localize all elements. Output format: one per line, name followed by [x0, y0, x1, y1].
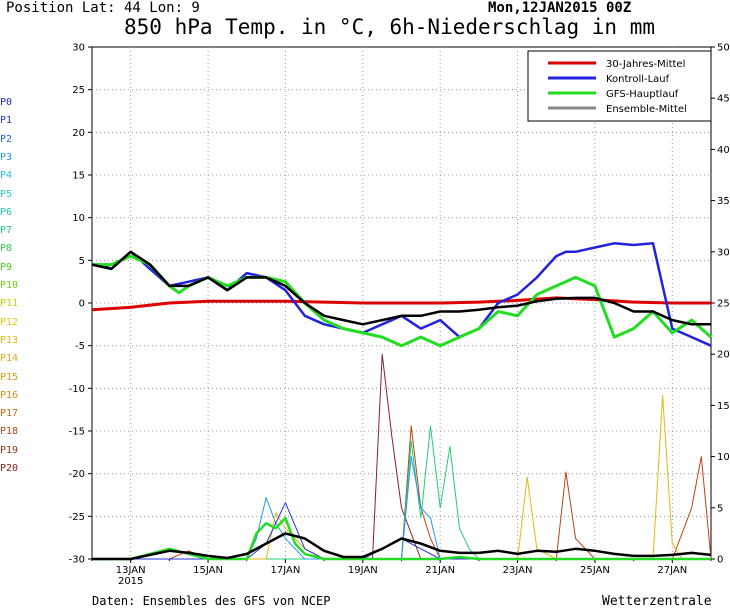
chart-title: 850 hPa Temp. in °C, 6h-Niederschlag in … [124, 15, 656, 39]
run-date: Mon,12JAN2015 00Z [488, 0, 632, 16]
y-left-tick-label: -5 [75, 341, 85, 352]
x-tick-label: 15JAN [193, 565, 223, 576]
y-right-tick-label: 40 [717, 145, 730, 156]
member-label: P0 [0, 97, 13, 108]
y-left-tick-label: -25 [69, 512, 85, 523]
series-control [92, 242, 712, 347]
member-label: P8 [0, 243, 13, 255]
member-label: P6 [0, 206, 13, 218]
member-label: P4 [0, 170, 13, 182]
y-right-tick-label: 10 [717, 452, 730, 463]
x-tick-label: 27JAN [657, 565, 687, 576]
series-mean [91, 250, 711, 326]
member-label: P14 [0, 353, 19, 365]
x-tick-label: 17JAN [271, 565, 301, 576]
x-tick-label: 21JAN [425, 565, 455, 576]
y-left-tick-label: 5 [79, 256, 85, 267]
member-label: P15 [0, 371, 19, 383]
series-main [92, 254, 712, 348]
legend-label: Kontroll-Lauf [606, 74, 670, 85]
y-left-tick-label: -15 [69, 427, 85, 438]
legend-label: Ensemble-Mittel [606, 104, 687, 115]
member-label: P17 [0, 408, 19, 420]
member-label: P11 [0, 298, 19, 310]
member-label: P7 [0, 225, 13, 237]
member-label: P20 [0, 463, 19, 474]
y-left-tick-label: 30 [72, 43, 85, 54]
y-right-tick-label: 20 [717, 350, 730, 361]
y-right-tick-label: 25 [717, 299, 730, 310]
y-right-tick-label: 50 [717, 43, 730, 54]
y-left-tick-label: 10 [72, 213, 85, 224]
y-left-tick-label: -30 [69, 555, 85, 566]
y-right-tick-label: 30 [717, 247, 730, 258]
member-label: P19 [0, 444, 19, 456]
y-right-tick-label: 0 [717, 555, 723, 566]
x-tick-label: 25JAN [580, 565, 610, 576]
member-label: P13 [0, 334, 19, 346]
y-left-tick-label: 20 [72, 128, 85, 139]
x-tick-label: 13JAN [116, 565, 146, 576]
member-label: P1 [0, 115, 13, 127]
x-tick-label: 19JAN [348, 565, 378, 576]
y-left-tick-label: 0 [79, 299, 85, 310]
brand-label: Wetterzentrale [602, 594, 712, 609]
legend-label: 30-Jahres-Mittel [606, 59, 685, 70]
member-label: P3 [0, 151, 13, 163]
member-label: P9 [0, 261, 13, 273]
y-right-tick-label: 15 [717, 401, 730, 412]
member-label: P16 [0, 389, 19, 401]
y-left-tick-label: -10 [69, 384, 85, 395]
y-right-tick-label: 5 [717, 503, 723, 514]
series-precip-mean [92, 532, 712, 561]
y-left-tick-label: 25 [72, 85, 85, 96]
position-label: Position Lat: 44 Lon: 9 [6, 0, 200, 16]
series-precip-P3 [92, 456, 711, 560]
member-label: P10 [0, 280, 19, 291]
y-right-tick-label: 45 [717, 94, 730, 105]
y-left-tick-label: 15 [72, 171, 85, 182]
member-label: P5 [0, 188, 13, 200]
legend-label: GFS-Hauptlauf [606, 89, 679, 100]
x-tick-sublabel: 2015 [118, 576, 143, 587]
member-label: P18 [0, 426, 19, 438]
member-label: P2 [0, 133, 13, 145]
member-label: P12 [0, 316, 19, 328]
y-left-tick-label: -20 [69, 469, 85, 480]
y-right-tick-label: 35 [717, 196, 730, 207]
x-tick-label: 23JAN [503, 565, 533, 576]
data-source: Daten: Ensembles des GFS von NCEP [92, 594, 331, 608]
